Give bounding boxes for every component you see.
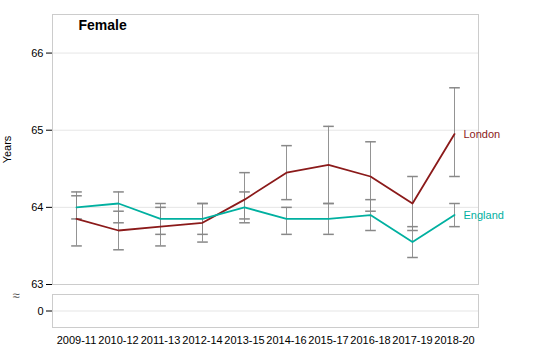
- svg-text:2011-13: 2011-13: [141, 334, 181, 346]
- svg-text:65: 65: [31, 124, 43, 136]
- svg-text:64: 64: [31, 201, 43, 213]
- svg-text:2014-16: 2014-16: [266, 334, 306, 346]
- svg-text:≈: ≈: [13, 288, 20, 303]
- svg-text:2016-18: 2016-18: [350, 334, 390, 346]
- svg-text:2009-11: 2009-11: [57, 334, 97, 346]
- svg-text:2017-19: 2017-19: [392, 334, 432, 346]
- svg-text:2015-17: 2015-17: [308, 334, 348, 346]
- svg-text:0: 0: [37, 305, 43, 317]
- svg-text:2018-20: 2018-20: [434, 334, 474, 346]
- svg-text:2010-12: 2010-12: [98, 334, 138, 346]
- svg-text:2012-14: 2012-14: [182, 334, 222, 346]
- svg-text:Female: Female: [79, 17, 127, 33]
- svg-text:66: 66: [31, 47, 43, 59]
- svg-text:England: England: [464, 209, 504, 221]
- svg-text:London: London: [464, 128, 501, 140]
- svg-text:63: 63: [31, 278, 43, 288]
- svg-text:2013-15: 2013-15: [224, 334, 264, 346]
- svg-text:Years: Years: [1, 135, 13, 163]
